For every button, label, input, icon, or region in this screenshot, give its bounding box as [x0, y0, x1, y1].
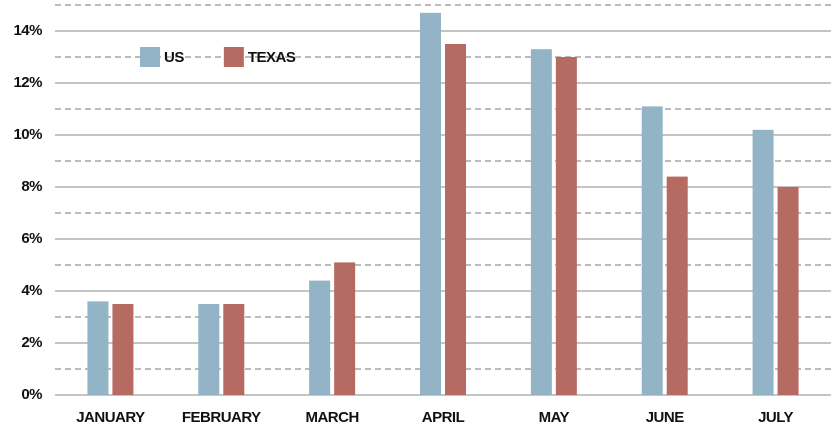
bar [445, 44, 466, 395]
bar [530, 49, 552, 395]
y-tick-label: 0% [21, 386, 42, 403]
legend-label: US [164, 49, 184, 66]
bar [777, 187, 799, 395]
legend-swatch [140, 47, 160, 67]
x-tick-label: MAY [539, 409, 570, 426]
x-tick-label: MARCH [305, 409, 358, 426]
bar [555, 57, 577, 395]
legend-label: TEXAS [248, 49, 296, 66]
bar [334, 262, 356, 395]
y-tick-label: 8% [21, 178, 42, 195]
bar [420, 12, 441, 396]
x-tick-label: JUNE [646, 409, 685, 426]
x-tick-label: FEBRUARY [182, 409, 261, 426]
bar [641, 106, 663, 396]
bar [309, 280, 331, 395]
bar [87, 301, 109, 395]
y-tick-label: 10% [13, 126, 42, 143]
y-tick-label: 2% [21, 334, 42, 351]
y-tick-label: 12% [13, 74, 42, 91]
x-tick-label: JULY [758, 409, 793, 426]
bar [198, 304, 220, 395]
y-tick-label: 4% [21, 282, 42, 299]
bar [752, 129, 774, 396]
y-tick-label: 14% [13, 22, 42, 39]
y-tick-label: 6% [21, 230, 42, 247]
x-tick-label: JANUARY [76, 409, 145, 426]
bar [223, 304, 245, 395]
legend-swatch [223, 47, 244, 67]
bar [666, 176, 688, 395]
bar [112, 304, 134, 395]
x-tick-label: APRIL [422, 409, 465, 426]
